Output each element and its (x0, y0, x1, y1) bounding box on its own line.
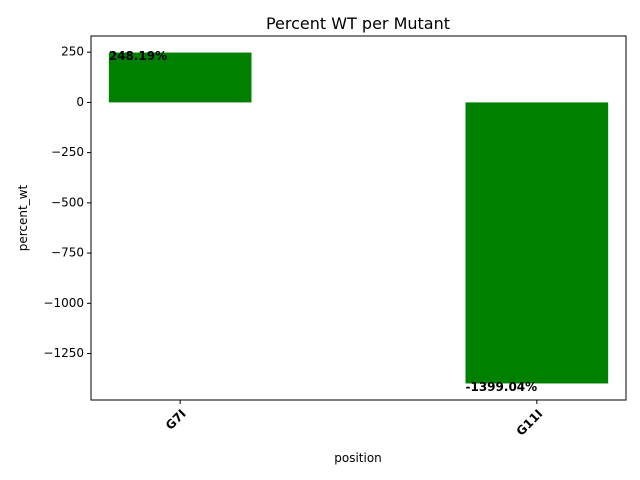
bar-g11i (465, 102, 609, 384)
data-label-g11i: -1399.04% (466, 380, 538, 394)
y-tick-label: −500 (51, 195, 84, 209)
bar-g7i (108, 52, 252, 103)
y-tick-label: −1250 (43, 346, 84, 360)
chart-title: Percent WT per Mutant (266, 14, 450, 33)
x-tick-label: G7I (163, 407, 189, 433)
x-axis: G7I G11I (163, 400, 546, 439)
y-tick-label: −250 (51, 145, 84, 159)
y-tick-label: −1000 (43, 296, 84, 310)
y-tick-label: 250 (61, 45, 84, 59)
y-axis: 250 0 −250 −500 −750 −1000 −1250 (43, 45, 91, 360)
plot-area (90, 35, 627, 401)
data-labels: 248.19% -1399.04% (109, 49, 537, 394)
bars-layer (108, 52, 609, 384)
data-label-g7i: 248.19% (109, 49, 167, 63)
y-tick-label: −750 (51, 246, 84, 260)
x-tick-label: G11I (514, 407, 546, 439)
x-axis-label: position (334, 451, 382, 465)
y-axis-label: percent_wt (16, 184, 30, 251)
y-tick-label: 0 (76, 95, 84, 109)
